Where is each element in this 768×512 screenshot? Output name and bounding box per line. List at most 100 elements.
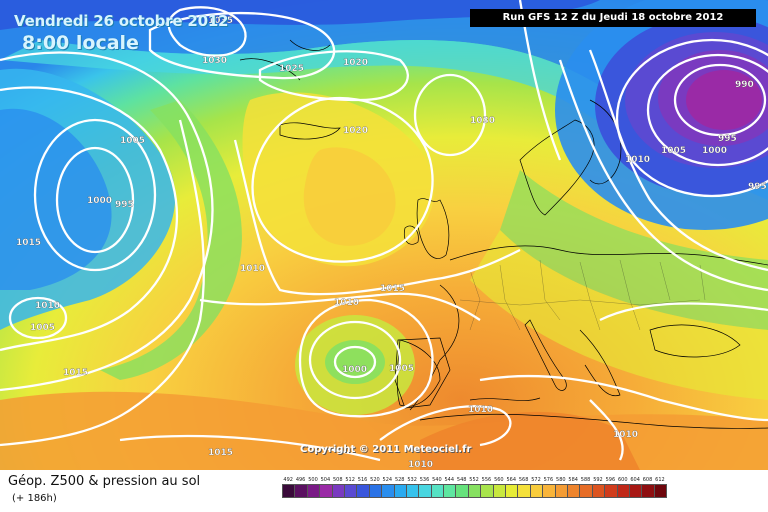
isobar-label: 1000: [87, 196, 112, 206]
isobar-label: 1010: [613, 430, 638, 440]
legend-value: 532: [407, 477, 417, 483]
east-low-band5: [686, 70, 762, 130]
legend-item: 588: [579, 476, 593, 498]
legend-item: 556: [480, 476, 494, 498]
legend-item: 580: [554, 476, 569, 498]
coastlines: [239, 39, 768, 429]
forecast-date: Vendredi 26 octobre 2012: [14, 12, 229, 30]
south-warm-core: [420, 411, 640, 470]
legend-item: 528: [393, 476, 408, 498]
legend-value: 596: [605, 477, 616, 483]
legend-item: 492: [282, 476, 296, 498]
legend-value: 592: [593, 477, 603, 483]
isobar-label: 1030: [202, 56, 227, 66]
legend-value: 520: [370, 477, 380, 483]
isobar-label: 1020: [343, 58, 368, 68]
legend-swatch: [653, 484, 668, 498]
isobar-label: 1010: [334, 298, 359, 308]
isobar-label: 1005: [661, 146, 686, 156]
isobar-labels: 1035 1030 1025 1020 1020 1030 1005 1000 …: [16, 16, 767, 470]
forecast-time: 8:00 locale: [22, 32, 139, 54]
ridge-core: [303, 147, 396, 246]
legend-item: 568: [517, 476, 531, 498]
green-ring-west: [100, 100, 242, 380]
legend-value: 564: [506, 477, 516, 483]
legend-item: 584: [566, 476, 581, 498]
isobar-label: 1035: [208, 16, 233, 26]
legend-item: 516: [356, 476, 370, 498]
legend-value: 580: [556, 477, 566, 483]
isobar-label: 1025: [279, 64, 304, 74]
legend-value: 604: [630, 477, 640, 483]
isobars: [0, 0, 768, 460]
legend-value: 576: [543, 477, 554, 483]
isobar-label: 1000: [342, 365, 367, 375]
legend-value: 544: [444, 477, 455, 483]
color-legend: 492 496 500 504 508 512 516 520 524 528 532 536 540 5…: [282, 476, 668, 498]
legend-value: 556: [481, 477, 492, 483]
legend-value: 492: [283, 477, 293, 483]
isobar-label: 1010: [468, 405, 493, 415]
legend-value: 496: [295, 477, 306, 483]
legend-item: 592: [591, 476, 606, 498]
legend-item: 600: [616, 476, 631, 498]
legend-item: 564: [505, 476, 519, 498]
legend-value: 560: [494, 477, 504, 483]
legend-item: 500: [306, 476, 321, 498]
legend-value: 500: [308, 477, 318, 483]
legend-value: 524: [382, 477, 393, 483]
isobar-label: 995: [115, 200, 134, 210]
isobar-label: 995: [748, 182, 767, 192]
legend-item: 508: [331, 476, 346, 498]
copyright: Copyright © 2011 Meteociel.fr: [300, 444, 472, 455]
legend-value: 508: [332, 477, 343, 483]
isobar-label: 1010: [625, 155, 650, 165]
legend-value: 600: [617, 477, 628, 483]
isobar-label: 1000: [702, 146, 727, 156]
isobar-label: 990: [735, 80, 754, 90]
cold-band-north-inner: [0, 0, 600, 30]
legend-value: 584: [568, 477, 578, 483]
legend-item: 604: [628, 476, 643, 498]
isobar-label: 1010: [240, 264, 265, 274]
legend-item: 548: [455, 476, 469, 498]
isobar-label: 995: [718, 134, 737, 144]
isobar-label: 1020: [343, 126, 368, 136]
legend-item: 560: [492, 476, 507, 498]
legend-value: 552: [469, 477, 479, 483]
weather-map: 1035 1030 1025 1020 1020 1030 1005 1000 …: [0, 0, 768, 470]
legend-value: 516: [357, 477, 368, 483]
legend-item: 524: [381, 476, 395, 498]
isobar-label: 1015: [380, 284, 405, 294]
legend-item: 536: [418, 476, 432, 498]
legend-item: 532: [405, 476, 420, 498]
legend-item: 540: [430, 476, 445, 498]
legend-item: 552: [467, 476, 482, 498]
legend-item: 596: [604, 476, 618, 498]
cold-band-north: [0, 0, 768, 150]
isobar-label: 1015: [208, 448, 233, 458]
isobar-label: 1010: [35, 301, 60, 311]
legend-item: 612: [653, 476, 668, 498]
legend-item: 576: [542, 476, 556, 498]
legend-item: 520: [368, 476, 383, 498]
parameter-title: Géop. Z500 & pression au sol: [8, 474, 201, 489]
legend-item: 504: [319, 476, 333, 498]
legend-value: 528: [394, 477, 405, 483]
isobar-label: 1005: [389, 364, 414, 374]
legend-item: 512: [343, 476, 358, 498]
legend-value: 536: [419, 477, 430, 483]
forecast-hour: (+ 186h): [12, 493, 57, 504]
legend-value: 568: [518, 477, 529, 483]
country-borders: [459, 259, 706, 331]
legend-value: 512: [345, 477, 355, 483]
legend-value: 612: [655, 477, 665, 483]
legend-item: 608: [641, 476, 655, 498]
legend-item: 572: [529, 476, 544, 498]
legend-value: 608: [642, 477, 653, 483]
legend-value: 540: [432, 477, 442, 483]
run-info: Run GFS 12 Z du Jeudi 18 octobre 2012: [470, 9, 756, 27]
isobar-label: 1005: [30, 323, 55, 333]
east-low-green-edge: [500, 170, 768, 330]
isobar-label: 1015: [16, 238, 41, 248]
